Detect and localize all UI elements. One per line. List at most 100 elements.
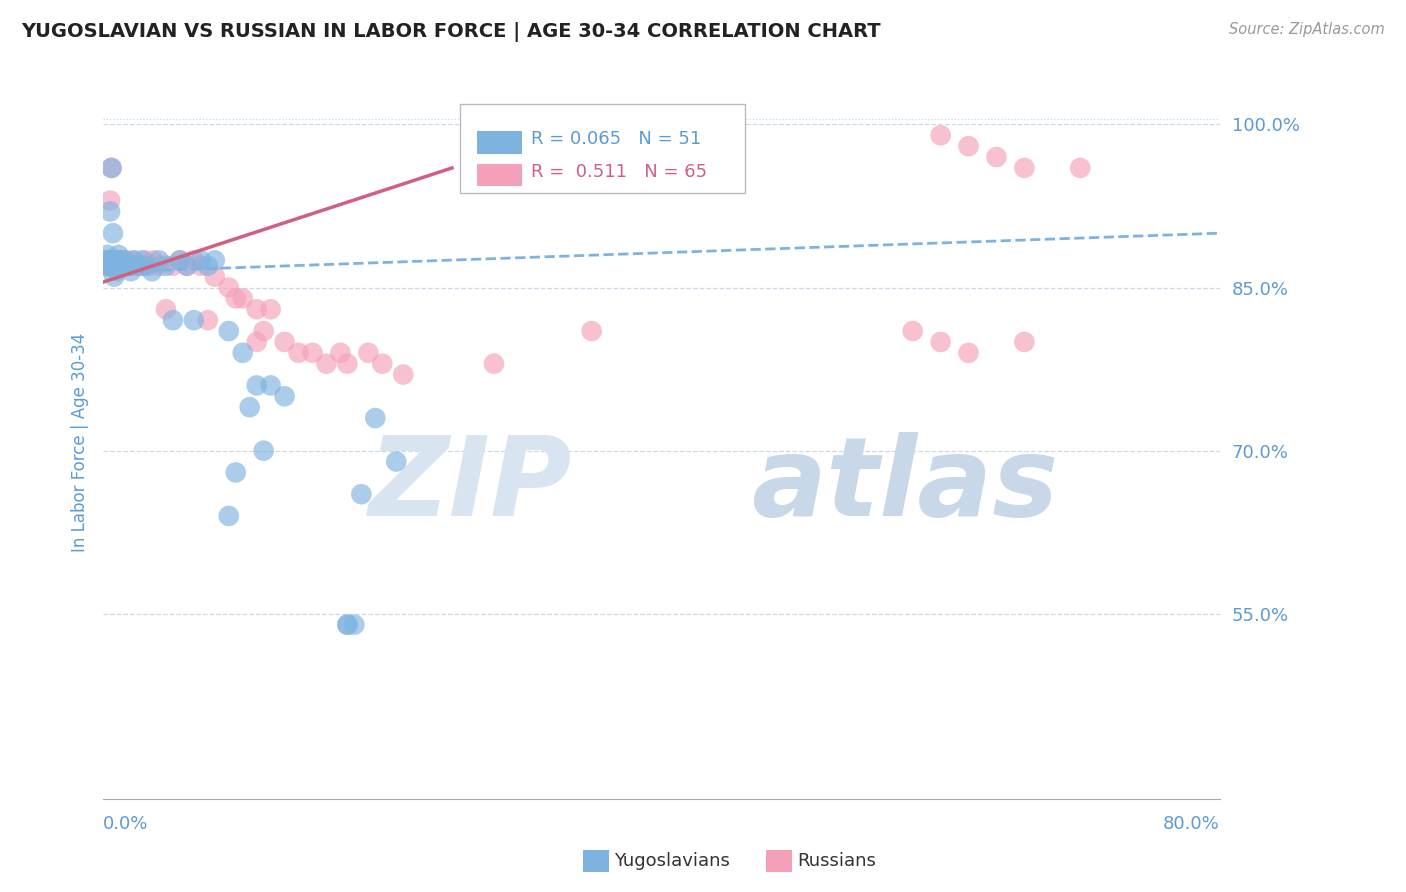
Point: [385, 454, 408, 468]
Point: [197, 259, 219, 273]
Point: [103, 253, 125, 268]
Point: [336, 617, 359, 632]
Bar: [477, 131, 522, 153]
Text: YUGOSLAVIAN VS RUSSIAN IN LABOR FORCE | AGE 30-34 CORRELATION CHART: YUGOSLAVIAN VS RUSSIAN IN LABOR FORCE | …: [21, 22, 880, 42]
Point: [105, 253, 128, 268]
Point: [104, 259, 127, 273]
Point: [142, 253, 165, 268]
Point: [929, 334, 952, 349]
Point: [104, 259, 127, 273]
Point: [329, 346, 352, 360]
Point: [357, 346, 380, 360]
Point: [122, 253, 145, 268]
Point: [103, 269, 125, 284]
Point: [225, 292, 247, 306]
Point: [97, 253, 120, 268]
Point: [120, 264, 142, 278]
Text: Yugoslavians: Yugoslavians: [614, 852, 730, 871]
Point: [371, 357, 394, 371]
Point: [105, 264, 128, 278]
Point: [259, 302, 281, 317]
Point: [259, 378, 281, 392]
Point: [117, 259, 139, 273]
Text: atlas: atlas: [751, 432, 1059, 539]
Point: [141, 264, 163, 278]
Point: [101, 253, 124, 268]
Point: [190, 259, 212, 273]
Point: [98, 259, 121, 273]
Point: [986, 150, 1008, 164]
Point: [107, 253, 129, 268]
Point: [204, 253, 226, 268]
Point: [176, 259, 198, 273]
Point: [232, 292, 254, 306]
Point: [94, 259, 117, 273]
Point: [104, 253, 127, 268]
Point: [96, 248, 118, 262]
Text: 0.0%: 0.0%: [103, 815, 149, 833]
Point: [301, 346, 323, 360]
Point: [218, 324, 240, 338]
Point: [273, 334, 295, 349]
Point: [98, 194, 121, 208]
Point: [103, 259, 125, 273]
Point: [343, 617, 366, 632]
Point: [246, 378, 269, 392]
Text: ZIP: ZIP: [368, 432, 572, 539]
Point: [1014, 161, 1036, 175]
Point: [100, 161, 122, 175]
Point: [336, 617, 359, 632]
FancyBboxPatch shape: [461, 104, 745, 194]
Point: [96, 259, 118, 273]
Point: [162, 259, 184, 273]
Point: [104, 253, 127, 268]
Point: [957, 346, 980, 360]
Point: [101, 226, 124, 240]
Point: [336, 357, 359, 371]
Point: [127, 259, 149, 273]
Point: [138, 259, 160, 273]
Point: [101, 259, 124, 273]
Point: [190, 253, 212, 268]
Point: [364, 411, 387, 425]
Point: [127, 259, 149, 273]
Point: [169, 253, 191, 268]
Point: [100, 161, 122, 175]
Point: [134, 259, 156, 273]
Point: [287, 346, 309, 360]
Point: [110, 253, 132, 268]
Point: [183, 253, 205, 268]
Point: [392, 368, 415, 382]
Point: [134, 253, 156, 268]
Point: [111, 259, 134, 273]
Point: [957, 139, 980, 153]
Point: [901, 324, 924, 338]
Point: [204, 269, 226, 284]
Point: [253, 324, 276, 338]
Point: [148, 253, 170, 268]
Point: [197, 313, 219, 327]
Point: [246, 334, 269, 349]
Point: [169, 253, 191, 268]
Point: [98, 204, 121, 219]
Point: [246, 302, 269, 317]
Point: [315, 357, 337, 371]
Point: [482, 357, 505, 371]
Text: R = 0.065   N = 51: R = 0.065 N = 51: [531, 130, 702, 148]
Y-axis label: In Labor Force | Age 30-34: In Labor Force | Age 30-34: [72, 333, 89, 552]
Text: Russians: Russians: [797, 852, 876, 871]
Point: [239, 400, 262, 414]
Point: [112, 259, 135, 273]
Point: [273, 389, 295, 403]
Point: [232, 346, 254, 360]
Point: [155, 259, 177, 273]
Point: [110, 253, 132, 268]
Point: [98, 259, 121, 273]
Text: Source: ZipAtlas.com: Source: ZipAtlas.com: [1229, 22, 1385, 37]
Point: [131, 253, 153, 268]
Point: [100, 253, 122, 268]
Text: R =  0.511   N = 65: R = 0.511 N = 65: [531, 162, 707, 180]
Point: [114, 253, 136, 268]
Point: [105, 259, 128, 273]
Point: [105, 253, 128, 268]
